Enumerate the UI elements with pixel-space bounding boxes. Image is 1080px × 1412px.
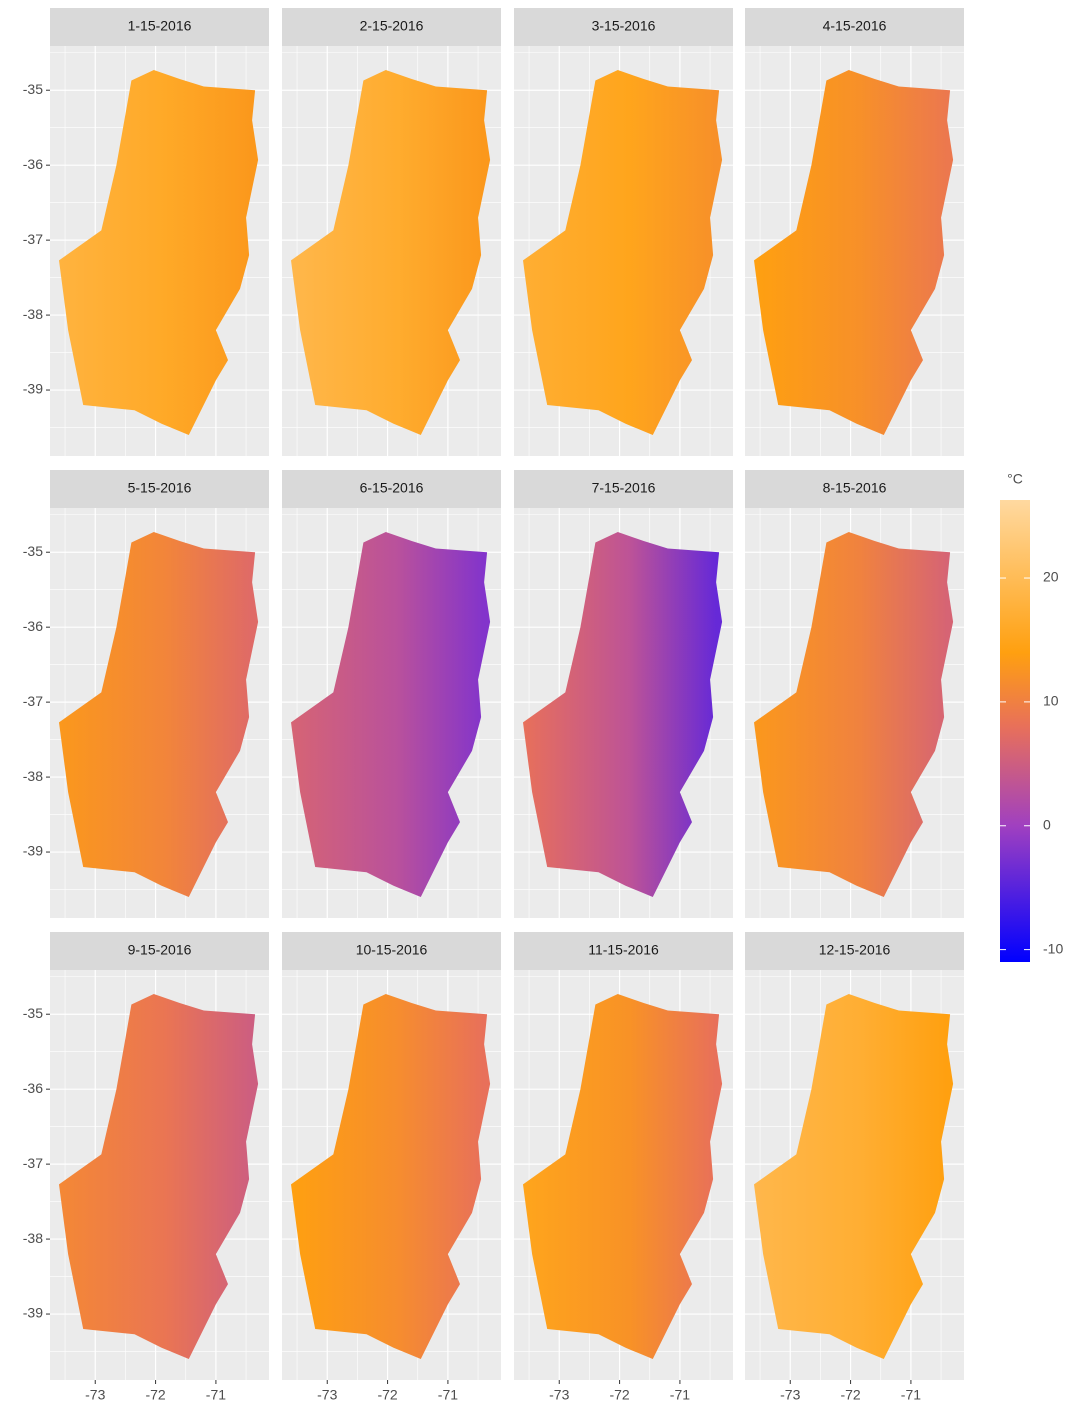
x-tick-label: -73 [549, 1387, 569, 1403]
x-tick-label: -73 [85, 1387, 105, 1403]
temperature-region [754, 70, 954, 435]
legend-title: °C [1007, 471, 1023, 487]
colorbar [1000, 500, 1030, 962]
temperature-region [523, 994, 723, 1359]
y-tick-label: -36 [23, 1080, 43, 1096]
facet-title: 11-15-2016 [588, 942, 659, 958]
facet-strip [745, 932, 964, 970]
facet-title: 9-15-2016 [128, 942, 192, 958]
y-tick-label: -38 [23, 768, 43, 784]
x-tick-label: -72 [609, 1387, 629, 1403]
y-tick-label: -37 [23, 693, 43, 709]
facet-strip [745, 470, 964, 508]
facet-strip [50, 8, 269, 46]
y-tick-label: -36 [23, 618, 43, 634]
x-tick-label: -72 [840, 1387, 860, 1403]
x-tick-label: -71 [206, 1387, 226, 1403]
facet-strip [282, 932, 501, 970]
y-tick-label: -39 [23, 381, 43, 397]
x-tick-label: -73 [317, 1387, 337, 1403]
colorbar-label: -10 [1043, 940, 1063, 956]
facet-strip [282, 8, 501, 46]
facet-title: 4-15-2016 [823, 18, 887, 34]
x-tick-label: -71 [901, 1387, 921, 1403]
y-tick-label: -37 [23, 231, 43, 247]
facet-title: 12-15-2016 [819, 942, 891, 958]
facet-strip [50, 932, 269, 970]
y-tick-label: -37 [23, 1155, 43, 1171]
y-tick-label: -35 [23, 543, 43, 559]
facet-title: 1-15-2016 [128, 18, 192, 34]
facet-title: 8-15-2016 [823, 480, 887, 496]
facet-title: 5-15-2016 [128, 480, 192, 496]
x-tick-label: -72 [145, 1387, 165, 1403]
facet-strip [514, 932, 733, 970]
facet-title: 10-15-2016 [356, 942, 428, 958]
y-tick-label: -35 [23, 1005, 43, 1021]
x-tick-label: -73 [780, 1387, 800, 1403]
temperature-region [291, 532, 491, 897]
y-tick-label: -38 [23, 1230, 43, 1246]
temperature-region [59, 532, 259, 897]
temperature-region [754, 994, 954, 1359]
colorbar-label: 20 [1043, 569, 1059, 585]
facet-strip [745, 8, 964, 46]
colorbar-label: 0 [1043, 816, 1051, 832]
temperature-region [291, 70, 491, 435]
colorbar-label: 10 [1043, 693, 1059, 709]
facet-strip [282, 470, 501, 508]
y-tick-label: -38 [23, 306, 43, 322]
y-tick-label: -36 [23, 156, 43, 172]
x-tick-label: -71 [670, 1387, 690, 1403]
temperature-region [523, 70, 723, 435]
facet-strip [50, 470, 269, 508]
facet-title: 3-15-2016 [592, 18, 656, 34]
facet-title: 6-15-2016 [360, 480, 424, 496]
x-tick-label: -71 [438, 1387, 458, 1403]
temperature-region [59, 70, 259, 435]
y-tick-label: -39 [23, 1305, 43, 1321]
facet-title: 7-15-2016 [592, 480, 656, 496]
facet-strip [514, 8, 733, 46]
temperature-region [291, 994, 491, 1359]
facet-title: 2-15-2016 [360, 18, 424, 34]
temperature-region [523, 532, 723, 897]
facet-strip [514, 470, 733, 508]
y-tick-label: -39 [23, 843, 43, 859]
x-tick-label: -72 [377, 1387, 397, 1403]
temperature-region [59, 994, 259, 1359]
y-tick-label: -35 [23, 81, 43, 97]
temperature-region [754, 532, 954, 897]
